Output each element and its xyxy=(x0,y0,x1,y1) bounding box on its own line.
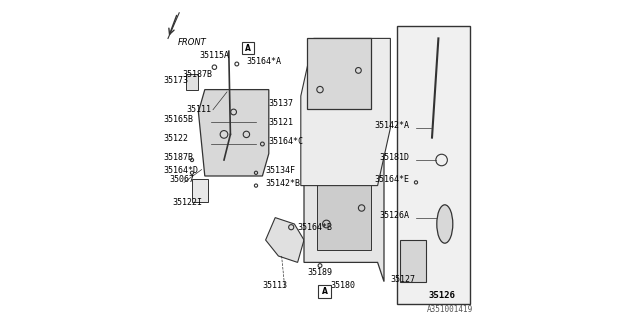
Text: 35164*D: 35164*D xyxy=(163,166,198,175)
FancyBboxPatch shape xyxy=(319,285,332,298)
Text: A: A xyxy=(322,287,328,296)
Text: 35173: 35173 xyxy=(163,76,188,85)
Text: 35127: 35127 xyxy=(390,275,415,284)
Polygon shape xyxy=(317,160,371,250)
Text: 35187B: 35187B xyxy=(182,70,212,79)
Text: 35122I: 35122I xyxy=(173,198,203,207)
Polygon shape xyxy=(304,134,384,282)
Text: 35067: 35067 xyxy=(170,175,195,184)
Text: FRONT: FRONT xyxy=(178,38,206,47)
FancyBboxPatch shape xyxy=(242,42,254,54)
Text: A: A xyxy=(245,44,251,52)
Polygon shape xyxy=(400,240,426,282)
Text: 35165B: 35165B xyxy=(163,115,193,124)
Text: A351001419: A351001419 xyxy=(428,305,474,314)
Text: 35134F: 35134F xyxy=(266,166,296,175)
Polygon shape xyxy=(397,26,470,304)
Text: 35187B: 35187B xyxy=(163,153,193,162)
Text: 35111: 35111 xyxy=(186,105,211,114)
Text: 35121: 35121 xyxy=(269,118,294,127)
Polygon shape xyxy=(307,38,371,109)
Text: 35122: 35122 xyxy=(163,134,188,143)
Polygon shape xyxy=(301,38,390,186)
Text: 35164*B: 35164*B xyxy=(298,223,333,232)
Polygon shape xyxy=(192,179,208,202)
Text: 35164*E: 35164*E xyxy=(374,175,410,184)
Text: 35113: 35113 xyxy=(262,281,288,290)
Polygon shape xyxy=(266,218,304,262)
Text: 35126: 35126 xyxy=(428,291,455,300)
Text: 35189: 35189 xyxy=(307,268,333,277)
Text: 35142*B: 35142*B xyxy=(266,179,301,188)
Text: 35180: 35180 xyxy=(330,281,355,290)
Text: 35164*C: 35164*C xyxy=(269,137,304,146)
Text: 35181D: 35181D xyxy=(380,153,410,162)
Ellipse shape xyxy=(437,205,453,243)
Polygon shape xyxy=(186,74,198,90)
Text: 35164*A: 35164*A xyxy=(246,57,282,66)
Text: 35137: 35137 xyxy=(269,99,294,108)
Text: 35115A: 35115A xyxy=(200,51,229,60)
Polygon shape xyxy=(198,90,269,176)
Text: 35126A: 35126A xyxy=(380,211,410,220)
Text: 35142*A: 35142*A xyxy=(374,121,410,130)
